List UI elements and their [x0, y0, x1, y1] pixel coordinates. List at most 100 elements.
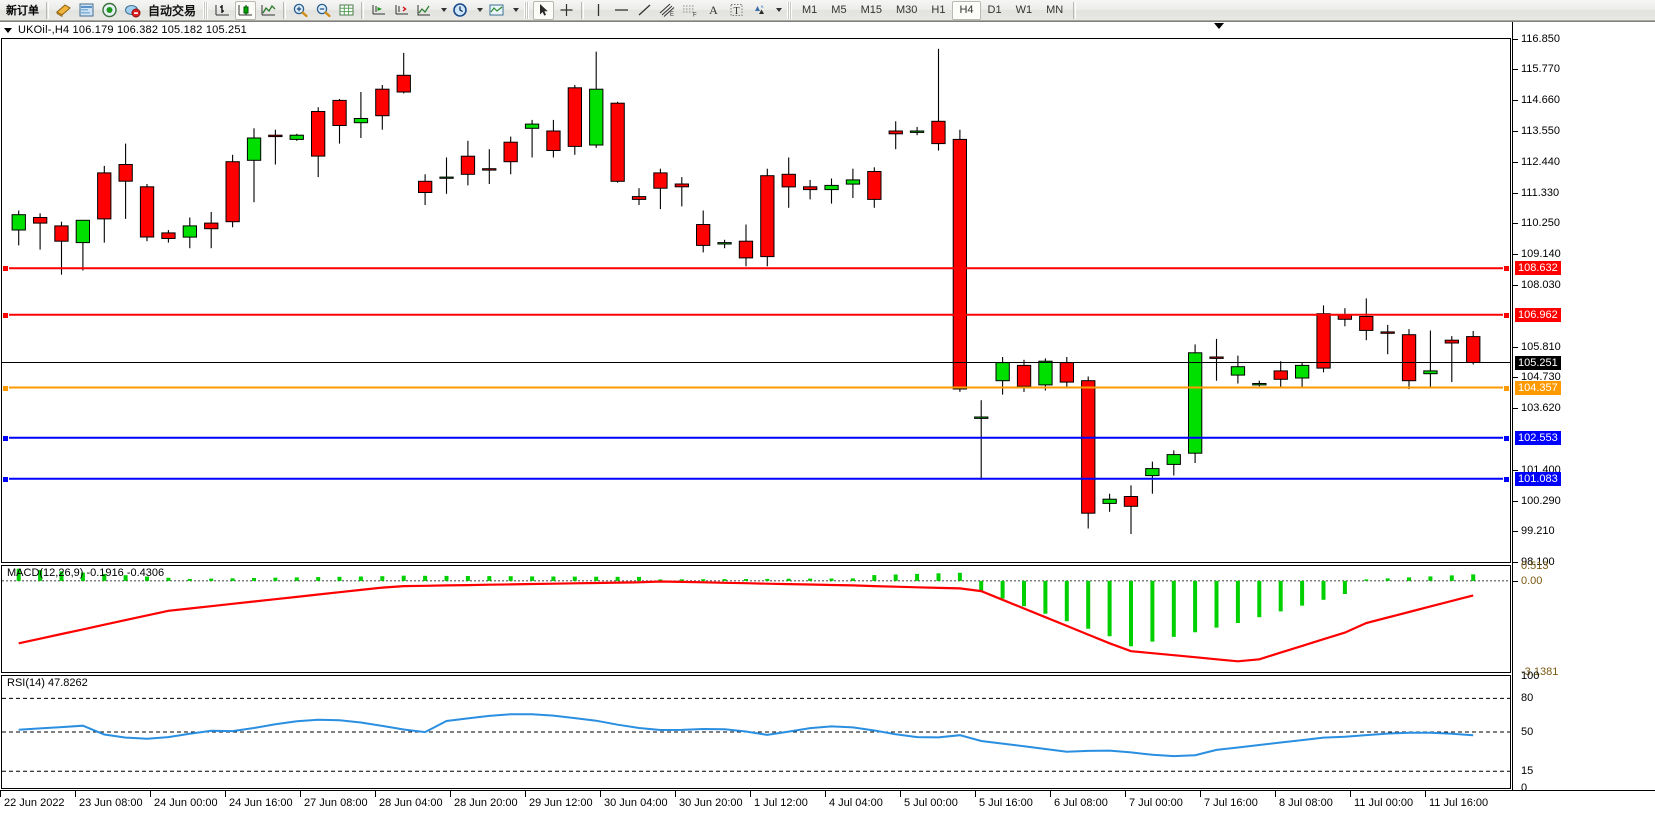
rsi-pane[interactable]: RSI(14) 47.8262	[1, 675, 1511, 789]
level-handle[interactable]	[2, 475, 9, 483]
equidistant-channel-icon[interactable]: E	[657, 1, 678, 20]
price-tick	[1513, 285, 1518, 286]
time-divider	[1425, 791, 1426, 797]
crosshair-icon[interactable]	[556, 1, 577, 20]
level-handle[interactable]	[1503, 311, 1510, 319]
price-tick	[1513, 162, 1518, 163]
toolbar-grip[interactable]	[203, 1, 209, 19]
toolbar-grip[interactable]	[787, 1, 793, 19]
rsi-tick-label: 0	[1521, 782, 1528, 794]
text-label-icon[interactable]: T	[726, 1, 747, 20]
time-axis-label: 8 Jul 08:00	[1279, 797, 1333, 809]
price-tick	[1513, 100, 1518, 102]
time-axis-label: 7 Jul 00:00	[1129, 797, 1183, 809]
price-tick	[1513, 69, 1518, 71]
level-handle[interactable]	[2, 384, 9, 392]
new-order-button[interactable]: 新订单	[3, 1, 42, 20]
chart-area[interactable]: UKOil-,H4 106.179 106.382 105.182 105.25…	[0, 21, 1655, 814]
level-handle[interactable]	[1503, 384, 1510, 392]
templates-dropdown-icon[interactable]	[509, 1, 520, 20]
time-axis-label: 1 Jul 12:00	[754, 797, 808, 809]
price-level-tag[interactable]: 104.357	[1515, 380, 1561, 395]
price-level-tag[interactable]: 101.083	[1515, 471, 1561, 486]
price-level-tag[interactable]: 106.962	[1515, 307, 1561, 322]
timeframe-w1[interactable]: W1	[1015, 4, 1033, 16]
indicators-dropdown-icon[interactable]	[437, 1, 448, 20]
period-dropdown-icon[interactable]	[473, 1, 484, 20]
indicators-icon[interactable]	[414, 1, 435, 20]
macd-label: MACD(12,26,9) -0.1916 -0.4306	[7, 567, 165, 579]
time-axis-label: 24 Jun 00:00	[154, 797, 218, 809]
timeframe-h4[interactable]: H4	[952, 0, 981, 20]
time-divider	[225, 791, 226, 797]
expert-advisor-icon[interactable]	[53, 1, 74, 20]
rsi-plot	[2, 697, 1510, 772]
macd-pane[interactable]: MACD(12,26,9) -0.1916 -0.4306	[1, 565, 1511, 673]
toolbar-separator	[361, 1, 365, 19]
level-handle[interactable]	[1503, 265, 1510, 273]
price-tick	[1513, 131, 1518, 132]
templates-icon[interactable]	[486, 1, 507, 20]
period-icon[interactable]	[450, 1, 471, 20]
bar-chart-icon[interactable]	[212, 1, 233, 20]
price-level-tag[interactable]: 105.251	[1515, 355, 1561, 370]
objects-icon[interactable]	[749, 1, 770, 20]
zoom-out-icon[interactable]	[313, 1, 334, 20]
toolbar-separator	[1073, 1, 1077, 19]
line-chart-icon[interactable]	[258, 1, 279, 20]
cursor-icon[interactable]	[533, 0, 555, 20]
navigator-icon[interactable]	[99, 1, 120, 20]
vline-icon[interactable]	[588, 1, 609, 20]
macd-plot	[2, 568, 1510, 663]
time-axis-label: 28 Jun 20:00	[454, 797, 518, 809]
symbol-quote-text: UKOil-,H4 106.179 106.382 105.182 105.25…	[18, 24, 247, 36]
price-tick	[1513, 470, 1518, 471]
timeframe-m15[interactable]: M15	[860, 4, 882, 16]
trendline-icon[interactable]	[634, 1, 655, 20]
timeframe-m5[interactable]: M5	[831, 4, 847, 16]
level-handle[interactable]	[2, 311, 9, 319]
triangle-down-icon[interactable]	[4, 27, 12, 33]
price-level-tag[interactable]: 102.553	[1515, 430, 1561, 445]
rsi-label: RSI(14) 47.8262	[7, 677, 88, 689]
timeframe-m30[interactable]: M30	[895, 4, 918, 16]
fibonacci-icon[interactable]: F	[680, 1, 701, 20]
time-axis[interactable]: 22 Jun 2022 23 Jun 08:00 24 Jun 00:00 24 Ju…	[0, 790, 1655, 814]
objects-dropdown-icon[interactable]	[772, 1, 783, 20]
timeframe-group: M1 M5 M15 M30 H1 H4 D1 W1 MN	[795, 0, 1070, 20]
shift-start-icon[interactable]	[368, 1, 389, 20]
autotrading-icon[interactable]	[122, 1, 143, 20]
autotrading-button[interactable]: 自动交易	[145, 1, 199, 20]
candlestick-chart-icon[interactable]	[235, 0, 257, 20]
timeframe-h1[interactable]: H1	[931, 4, 946, 16]
macd-tick-label: 0.00	[1521, 574, 1543, 587]
price-tick-label: 105.810	[1521, 340, 1561, 353]
toolbar-grip[interactable]	[524, 1, 530, 19]
level-handle[interactable]	[2, 434, 9, 442]
time-divider	[1275, 791, 1276, 797]
price-tick	[1513, 254, 1518, 256]
level-handle[interactable]	[2, 265, 9, 273]
price-tick-label: 103.620	[1521, 402, 1561, 414]
price-level-tag[interactable]: 108.632	[1515, 261, 1561, 276]
data-window-icon[interactable]	[76, 1, 97, 20]
level-handle[interactable]	[1503, 475, 1510, 483]
price-pane[interactable]	[1, 38, 1511, 563]
price-tick-label: 111.330	[1521, 187, 1560, 199]
timeframe-mn[interactable]: MN	[1046, 4, 1064, 16]
timeframe-m1[interactable]: M1	[802, 4, 818, 16]
level-handle[interactable]	[1503, 434, 1510, 442]
main-toolbar: 新订单 自动交易	[0, 0, 1655, 21]
timeframe-d1[interactable]: D1	[987, 4, 1002, 16]
text-icon[interactable]: A	[709, 2, 718, 17]
time-divider	[825, 791, 826, 797]
rsi-tick-label: 80	[1521, 692, 1534, 705]
price-axis[interactable]: 116.850 115.770 114.660 113.550 112.440 111.3…	[1512, 22, 1655, 794]
toolbar-separator	[46, 1, 49, 19]
shift-end-icon[interactable]	[391, 1, 412, 20]
price-tick-label: 114.660	[1521, 94, 1560, 107]
hline-icon[interactable]	[611, 1, 632, 20]
zoom-in-icon[interactable]	[290, 1, 311, 20]
time-divider	[0, 791, 1, 797]
grid-icon[interactable]	[336, 1, 357, 20]
